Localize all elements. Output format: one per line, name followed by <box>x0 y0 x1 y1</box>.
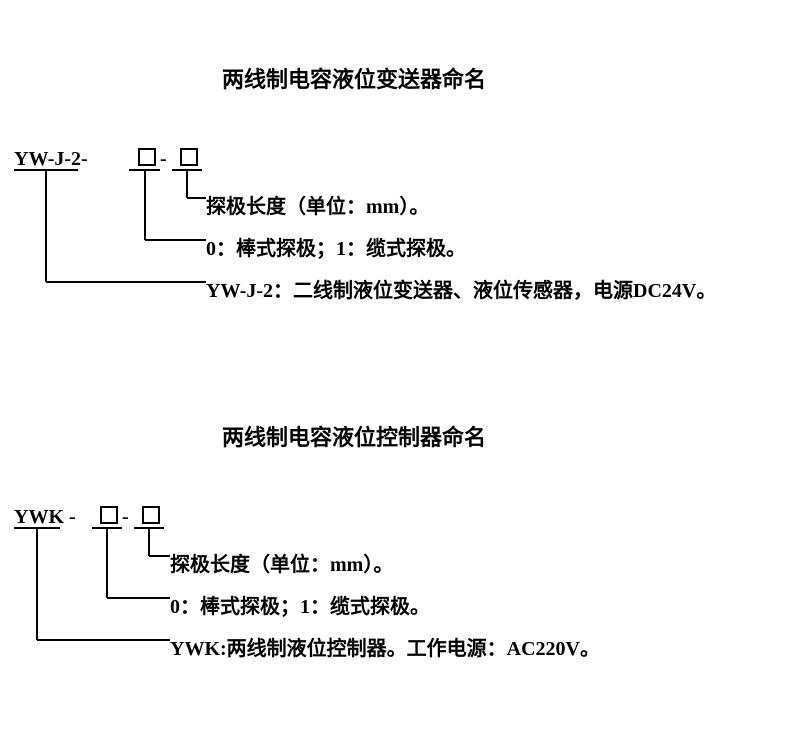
diagram2-desc-3: YWK:两线制液位控制器。工作电源：AC220V。 <box>170 632 600 661</box>
diagram2-desc-1: 探极长度（单位：mm）。 <box>170 548 393 577</box>
diagram2-desc-2: 0：棒式探极；1：缆式探极。 <box>170 590 430 619</box>
